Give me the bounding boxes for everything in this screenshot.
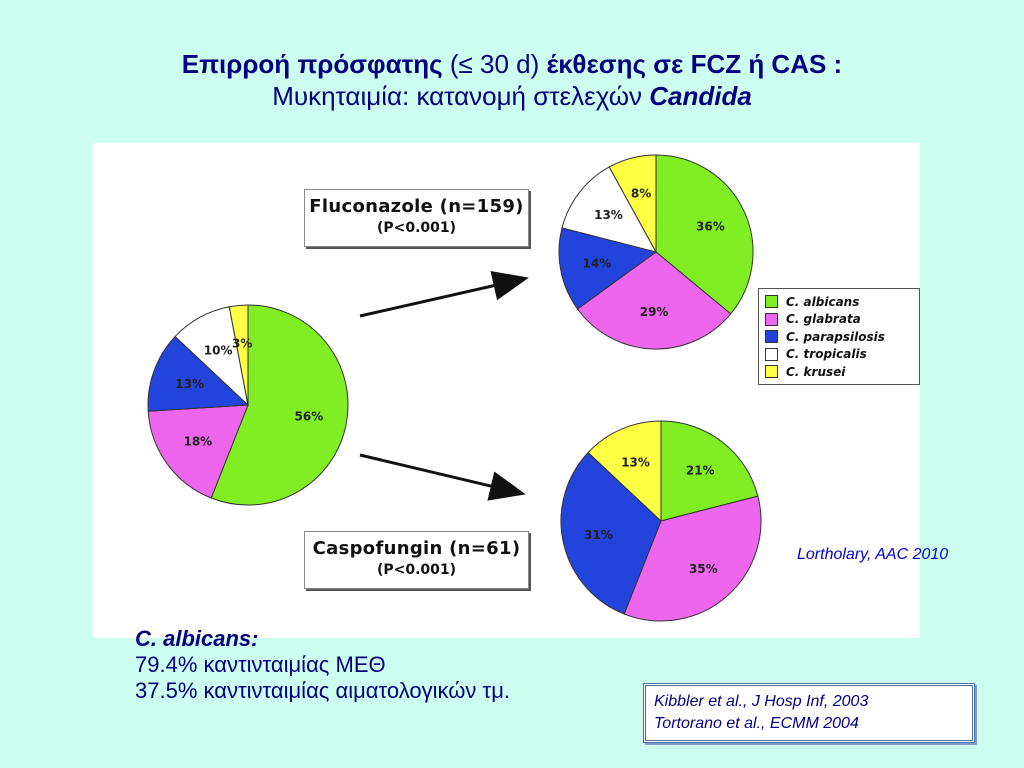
caspofungin-slice-cglabrata [623, 495, 762, 622]
legend-swatch [765, 312, 778, 326]
fluconazole-slice-ctropicalis [561, 166, 657, 253]
fluconazole-slice-cparapsilosis [558, 227, 658, 310]
title-line-1: Επιρροή πρόσφατης (≤ 30 d) έκθεσης σε FC… [0, 48, 1024, 80]
caspofungin-label: Caspofungin (n=61) [312, 538, 521, 559]
title-part-a: Επιρροή πρόσφατης [181, 49, 443, 79]
legend-label: C. tropicalis [786, 347, 867, 362]
fluconazole-label: Fluconazole (n=159) [309, 196, 524, 217]
overall-slice-label: 56% [295, 410, 324, 424]
citation-line-2: Tortorano et al., ECMM 2004 [654, 715, 859, 732]
title-part-b: (≤ 30 d) [449, 49, 540, 79]
title-part-d: Μυκηταιμία: κατανομή στελεχών [272, 81, 642, 111]
citation-line-1: Kibbler et al., J Hosp Inf, 2003 [654, 693, 869, 710]
title-line-2: Μυκηταιμία: κατανομή στελεχών Candida [0, 80, 1024, 112]
caspofungin-slice-label: 13% [621, 455, 650, 469]
pie-charts-svg: 56% 18% 13% 10%3% 36% 29% 14% 13% 8% 21% 35% 31% 13% [147, 154, 762, 622]
overall-slice-cglabrata [147, 404, 249, 499]
legend-label: C. glabrata [786, 312, 861, 327]
chart-panel: 56% 18% 13% 10% 3% 36% 29% 14% 13% 8% 21% 35% 31% 13%… [93, 143, 920, 638]
overall-slice-cparapsilosis [147, 335, 250, 412]
legend-label: C. parapsilosis [786, 329, 885, 344]
legend-swatch [765, 330, 778, 344]
legend-item: C. glabrata [765, 311, 915, 329]
caspofungin-slice-calbicans [660, 420, 759, 522]
legend-item: C. albicans [765, 293, 915, 311]
fluconazole-slice-label: 13% [594, 208, 623, 222]
caspofungin-slice-ckrusei [587, 420, 662, 523]
fluconazole-slice-ckrusei [608, 154, 657, 253]
fluconazole-slice-label: 36% [696, 219, 725, 233]
fluconazole-slice-label: 14% [583, 256, 612, 270]
caspofungin-slice-label: 31% [584, 528, 613, 542]
albicans-note-heading: C. albicans: [135, 626, 259, 651]
caspofungin-box: Caspofungin (n=61) (P<0.001) [304, 531, 529, 589]
legend-swatch [765, 365, 778, 379]
title-part-c: έκθεσης σε FCZ ή CAS : [546, 49, 843, 79]
legend-swatch [765, 295, 778, 309]
overall-slice-label: 13% [175, 377, 204, 391]
overall-slice-label: 3% [232, 336, 252, 350]
caspofungin-slice-cparapsilosis [560, 451, 662, 615]
legend-item: C. krusei [765, 363, 915, 381]
albicans-note-line-2: 37.5% καντινταιμίας αιματολογικών τμ. [135, 678, 510, 703]
title-part-e: Candida [649, 81, 752, 111]
fluconazole-slice-calbicans [655, 154, 754, 315]
caspofungin-slice-label: 21% [686, 463, 715, 477]
caspofungin-slice-label: 35% [689, 562, 718, 576]
arrow-to-caspofungin [359, 453, 526, 501]
legend-item: C. tropicalis [765, 346, 915, 364]
overall-slice-label: 10% [204, 344, 233, 358]
fluconazole-box: Fluconazole (n=159) (P<0.001) [304, 189, 529, 247]
fluconazole-slice-label: 29% [640, 305, 669, 319]
caspofungin-p-value: (P<0.001) [376, 562, 457, 578]
overall-slice-ckrusei [228, 304, 249, 406]
arrow-to-fluconazole [359, 271, 529, 318]
legend-label: C. albicans [786, 294, 860, 309]
albicans-note-line-1: 79.4% καντινταιμίας ΜΕΘ [135, 652, 386, 677]
fluconazole-slice-cglabrata [576, 251, 732, 350]
legend-label: C. krusei [786, 364, 846, 379]
overall-slice-calbicans [210, 304, 349, 506]
reference-lortholary: Lortholary, AAC 2010 [797, 546, 949, 563]
legend-swatch [765, 347, 778, 361]
overall-slice-label: 18% [183, 434, 212, 448]
fluconazole-slice-label: 8% [631, 187, 651, 201]
legend-item: C. parapsilosis [765, 328, 915, 346]
fluconazole-p-value: (P<0.001) [376, 220, 457, 236]
albicans-note: C. albicans: 79.4% καντινταιμίας ΜΕΘ 37.… [135, 626, 510, 704]
species-legend: C. albicans C. glabrata C. parapsilosis C. … [758, 288, 920, 385]
slide-title: Επιρροή πρόσφατης (≤ 30 d) έκθεσης σε FC… [0, 48, 1024, 112]
citation-box: Kibbler et al., J Hosp Inf, 2003 Tortora… [643, 683, 975, 743]
